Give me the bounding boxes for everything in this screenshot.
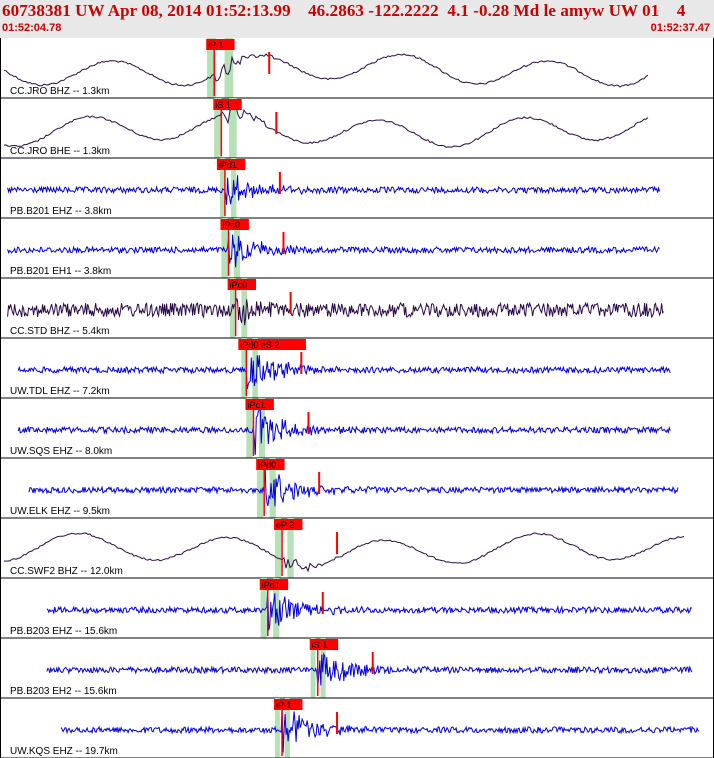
station-label: CC.SWF2 BHZ -- 12.0km xyxy=(10,566,123,577)
station-label: UW.SQS EHZ -- 8.0km xyxy=(10,446,112,457)
station-label: CC.STD BHZ -- 5.4km xyxy=(10,326,109,337)
pick-label[interactable]: eP 2 xyxy=(274,519,303,530)
pick-label-text: iP 1 xyxy=(276,700,291,710)
pick-window-p xyxy=(221,218,228,278)
pick-label[interactable]: iPd0 eS 2 xyxy=(238,339,306,350)
pick-label[interactable]: iPc1 xyxy=(245,399,274,410)
station-label: PB.B203 EH2 -- 15.6km xyxy=(10,686,117,697)
trace-row[interactable]: iS 1 PB.B203 EH2 -- 15.6km xyxy=(0,638,714,699)
station-label: PB.B203 EHZ -- 15.6km xyxy=(10,626,117,637)
pick-label-text: iPc0 xyxy=(222,220,240,230)
waveform xyxy=(3,105,649,148)
waveform xyxy=(17,355,671,390)
pick-label-text: iPd1 xyxy=(262,580,280,590)
pick-window-p xyxy=(310,638,316,698)
pick-window-s xyxy=(252,338,258,398)
pick-label-text: iPd0 eS 2 xyxy=(240,340,279,350)
window-end-time: 01:52:37.47 xyxy=(650,22,710,34)
pick-label[interactable]: iS 1 xyxy=(309,639,339,650)
pick-label[interactable]: iS 1 xyxy=(213,99,242,110)
pick-window-s xyxy=(287,518,294,578)
station-label: UW.TDL EHZ -- 7.2km xyxy=(10,386,110,397)
pick-label-text: iP 1 xyxy=(208,40,223,50)
pick-window-s xyxy=(224,38,234,98)
trace-row[interactable]: iPd0 UW.ELK EHZ -- 9.5km xyxy=(0,458,714,519)
pick-label[interactable]: iPd0 xyxy=(256,459,285,470)
waveform xyxy=(17,409,671,455)
pick-window-p xyxy=(260,578,267,638)
pick-window-p xyxy=(214,98,222,158)
trace-row[interactable]: iPc0 PB.B201 EH1 -- 3.8km xyxy=(0,218,714,279)
pick-window-s xyxy=(273,578,280,638)
window-start-time: 01:52:04.78 xyxy=(2,22,62,34)
pick-label-text: eP 2 xyxy=(276,520,294,530)
event-title: 60738381 UW Apr 08, 2014 01:52:13.99 46.… xyxy=(2,1,686,20)
waveform xyxy=(7,175,661,205)
pick-label-text: iS 1 xyxy=(312,640,328,650)
trace-row[interactable]: iP 1 UW.KQS EHZ -- 19.7km xyxy=(0,698,714,758)
trace-row[interactable]: iPc1 UW.SQS EHZ -- 8.0km xyxy=(0,398,714,459)
pick-label[interactable]: iP 1 xyxy=(274,699,303,710)
event-header: 60738381 UW Apr 08, 2014 01:52:13.99 46.… xyxy=(0,0,714,38)
waveform xyxy=(3,532,685,573)
pick-window-s xyxy=(233,218,241,278)
pick-window-p xyxy=(241,338,247,398)
pick-window-p xyxy=(246,398,253,458)
pick-label-text: iPc0 xyxy=(230,280,248,290)
trace-row[interactable]: iP 1 CC.JRO BHZ -- 1.3km xyxy=(0,38,714,99)
station-label: UW.KQS EHZ -- 19.7km xyxy=(10,746,118,757)
waveform xyxy=(60,706,700,753)
waveform xyxy=(7,234,660,268)
pick-window-p xyxy=(207,38,216,98)
pick-window-p xyxy=(274,518,282,578)
pick-window-p xyxy=(219,158,226,218)
station-label: PB.B201 EHZ -- 3.8km xyxy=(10,206,112,217)
pick-window-p xyxy=(229,278,236,338)
pick-window-s xyxy=(229,98,237,158)
waveform xyxy=(28,463,679,507)
pick-label[interactable]: iPd1 xyxy=(259,579,289,590)
pick-label-text: iPd0 xyxy=(258,460,276,470)
pick-label-text: iS 1 xyxy=(215,100,231,110)
pick-label-text: iPc1 xyxy=(247,400,265,410)
station-label: PB.B201 EH1 -- 3.8km xyxy=(10,266,111,277)
trace-row[interactable]: iPc0 CC.STD BHZ -- 5.4km xyxy=(0,278,714,339)
trace-row[interactable]: iPd0 eS 2 UW.TDL EHZ -- 7.2km xyxy=(0,338,714,399)
waveform xyxy=(46,652,693,687)
waveform xyxy=(46,588,692,631)
waveform xyxy=(7,298,664,326)
trace-row[interactable]: iPd1 PB.B201 EHZ -- 3.8km xyxy=(0,158,714,219)
pick-window-s xyxy=(269,458,276,518)
pick-label-text: iPd1 xyxy=(219,160,237,170)
seismogram-panel[interactable]: iP 1 CC.JRO BHZ -- 1.3km iS 1 CC.JRO BHE --… xyxy=(0,38,714,758)
pick-window-p xyxy=(274,698,280,758)
waveform xyxy=(3,53,649,88)
trace-row[interactable]: iS 1 CC.JRO BHE -- 1.3km xyxy=(0,98,714,159)
station-label: CC.JRO BHE -- 1.3km xyxy=(10,146,110,157)
pick-window-s xyxy=(241,278,248,338)
pick-label[interactable]: iPd1 xyxy=(216,159,246,170)
station-label: CC.JRO BHZ -- 1.3km xyxy=(10,86,109,97)
pick-label[interactable]: iPc0 xyxy=(220,219,249,230)
trace-row[interactable]: iPd1 PB.B203 EHZ -- 15.6km xyxy=(0,578,714,639)
pick-label[interactable]: iPc0 xyxy=(227,279,257,290)
station-label: UW.ELK EHZ -- 9.5km xyxy=(10,506,110,517)
pick-label[interactable]: iP 1 xyxy=(206,39,235,50)
pick-window-p xyxy=(257,458,264,518)
trace-row[interactable]: eP 2 CC.SWF2 BHZ -- 12.0km xyxy=(0,518,714,579)
